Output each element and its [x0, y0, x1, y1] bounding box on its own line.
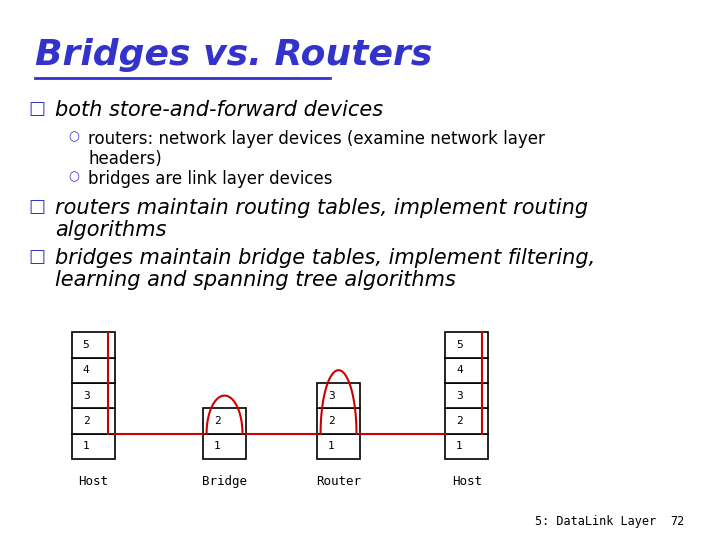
Bar — [446, 383, 488, 408]
Text: 3: 3 — [328, 390, 335, 401]
Text: ○: ○ — [68, 170, 79, 183]
Text: Router: Router — [316, 475, 361, 488]
Text: 1: 1 — [328, 441, 335, 451]
Bar — [203, 434, 246, 459]
Text: bridges maintain bridge tables, implement filtering,: bridges maintain bridge tables, implemen… — [55, 248, 595, 268]
Text: 1: 1 — [214, 441, 220, 451]
Bar — [72, 357, 114, 383]
Text: 2: 2 — [214, 416, 220, 426]
Bar — [317, 408, 360, 434]
Bar — [446, 434, 488, 459]
Text: 5: DataLink Layer: 5: DataLink Layer — [535, 515, 656, 528]
Text: 2: 2 — [328, 416, 335, 426]
Text: 5: 5 — [456, 340, 463, 350]
Bar — [72, 408, 114, 434]
Text: 5: 5 — [83, 340, 89, 350]
Bar — [446, 408, 488, 434]
Text: 2: 2 — [83, 416, 89, 426]
Text: Bridges vs. Routers: Bridges vs. Routers — [35, 38, 433, 72]
Text: bridges are link layer devices: bridges are link layer devices — [88, 170, 333, 188]
Text: ○: ○ — [68, 130, 79, 143]
Text: □: □ — [28, 248, 45, 266]
Bar — [72, 434, 114, 459]
Text: Host: Host — [451, 475, 482, 488]
Text: 72: 72 — [670, 515, 684, 528]
Text: Bridge: Bridge — [202, 475, 247, 488]
Text: algorithms: algorithms — [55, 220, 166, 240]
Text: 4: 4 — [456, 365, 463, 375]
Text: learning and spanning tree algorithms: learning and spanning tree algorithms — [55, 270, 456, 290]
Bar — [446, 357, 488, 383]
Bar — [203, 408, 246, 434]
Text: 1: 1 — [83, 441, 89, 451]
Text: 2: 2 — [456, 416, 463, 426]
Bar — [317, 383, 360, 408]
Text: 3: 3 — [456, 390, 463, 401]
Bar — [446, 332, 488, 357]
Text: headers): headers) — [88, 150, 162, 168]
Bar — [72, 383, 114, 408]
Text: □: □ — [28, 100, 45, 118]
Text: both store-and-forward devices: both store-and-forward devices — [55, 100, 383, 120]
Text: 1: 1 — [456, 441, 463, 451]
Bar — [317, 434, 360, 459]
Text: routers maintain routing tables, implement routing: routers maintain routing tables, impleme… — [55, 198, 588, 218]
Text: Host: Host — [78, 475, 109, 488]
Text: 4: 4 — [83, 365, 89, 375]
Text: 3: 3 — [83, 390, 89, 401]
Text: routers: network layer devices (examine network layer: routers: network layer devices (examine … — [88, 130, 545, 148]
Bar — [72, 332, 114, 357]
Text: □: □ — [28, 198, 45, 216]
